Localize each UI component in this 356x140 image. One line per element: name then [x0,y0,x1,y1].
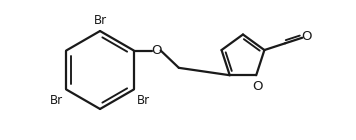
Text: O: O [252,80,262,93]
Text: Br: Br [137,94,150,107]
Text: O: O [151,44,162,57]
Text: Br: Br [94,14,106,27]
Text: Br: Br [50,94,63,107]
Text: O: O [301,30,312,43]
